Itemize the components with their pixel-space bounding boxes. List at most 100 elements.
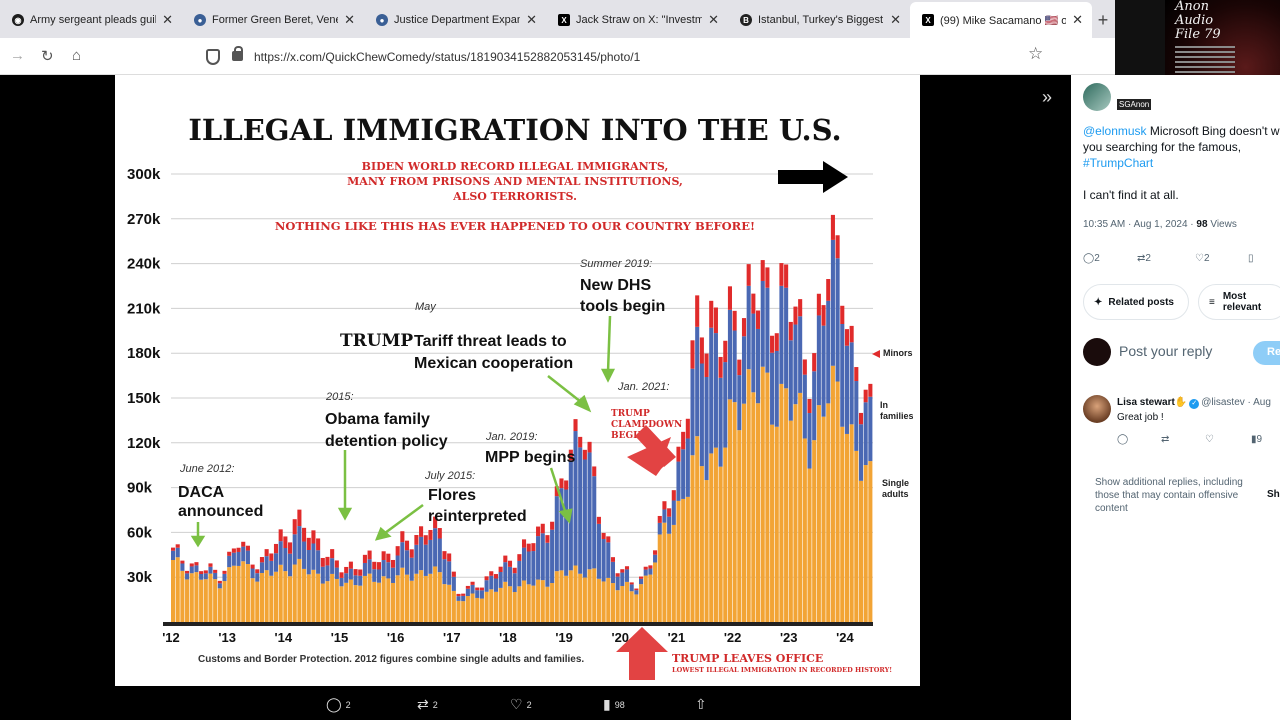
- related-posts-button[interactable]: ✦ Related posts: [1083, 284, 1189, 320]
- bar-segment-in-families: [760, 280, 765, 367]
- bar-segment-in-families: [550, 529, 555, 584]
- bar-segment-minors: [718, 356, 723, 378]
- bookmark-icon[interactable]: ▯: [1248, 253, 1254, 264]
- bar-segment-minors: [657, 515, 662, 523]
- url-text[interactable]: https://x.com/QuickChewComedy/status/181…: [254, 50, 641, 64]
- tab-3[interactable]: X Jack Straw on X: "Investmen ✕: [546, 2, 728, 38]
- photo-action-bar: ◯ 2 ⇄ 2 ♡ 2 ▮ 98 ⇧: [0, 689, 1071, 719]
- home-icon[interactable]: ⌂: [72, 47, 82, 64]
- hashtag-link[interactable]: #TrumpChart: [1083, 156, 1154, 170]
- hand-emoji-icon: ✋: [1174, 397, 1188, 408]
- bar-segment-in-families: [545, 542, 550, 587]
- like-button[interactable]: ♡ 2: [1195, 253, 1210, 264]
- legend-families-2: families: [880, 411, 913, 421]
- reply-input[interactable]: Post your reply: [1119, 343, 1213, 359]
- bar-segment-in-families: [330, 558, 335, 574]
- show-replies-button[interactable]: Sh: [1267, 489, 1280, 500]
- comment-handle[interactable]: @lisastev: [1201, 397, 1245, 408]
- reply-icon[interactable]: ◯: [1117, 434, 1129, 445]
- bar-segment-in-families: [269, 560, 274, 576]
- lock-icon[interactable]: [232, 46, 243, 61]
- bar-segment-in-families: [311, 543, 316, 570]
- bar-segment-single-adults: [278, 564, 283, 622]
- bar-segment-minors: [493, 574, 498, 579]
- bar-segment-in-families: [447, 561, 452, 585]
- close-icon[interactable]: ✕: [526, 12, 537, 27]
- shield-icon[interactable]: [206, 49, 220, 65]
- avatar[interactable]: [1083, 395, 1111, 423]
- bar-segment-minors: [568, 449, 573, 461]
- bar-segment-minors: [199, 571, 204, 575]
- bar-segment-minors: [545, 535, 550, 543]
- share-action[interactable]: ⇧: [695, 696, 711, 713]
- bar-segment-in-families: [657, 522, 662, 535]
- mention-link[interactable]: @elonmusk: [1083, 124, 1147, 138]
- heart-icon[interactable]: ♡: [1205, 434, 1214, 445]
- reply-action[interactable]: ◯ 2: [326, 696, 351, 713]
- bar-segment-minors: [297, 509, 302, 527]
- close-icon[interactable]: ✕: [890, 12, 901, 27]
- bar-segment-minors: [821, 305, 826, 326]
- bar-segment-in-families: [540, 533, 545, 581]
- views-chart-icon[interactable]: ▮ 9: [1251, 434, 1263, 445]
- tab-1[interactable]: ● Former Green Beret, Venezu ✕: [182, 2, 364, 38]
- bar-segment-minors: [578, 436, 583, 448]
- bar-segment-minors: [316, 538, 321, 551]
- reply-button[interactable]: ◯ 2: [1083, 253, 1100, 264]
- bar-segment-single-adults: [353, 585, 358, 622]
- bar-segment-in-families: [386, 562, 391, 579]
- like-action[interactable]: ♡ 2: [510, 696, 532, 713]
- reply-count: 2: [1094, 253, 1100, 264]
- bar-segment-minors: [344, 566, 349, 574]
- bar-segment-in-families: [451, 576, 456, 591]
- x-tick-label: '22: [724, 630, 742, 645]
- sort-relevant-button[interactable]: ≡ Most relevant: [1198, 284, 1280, 320]
- bar-segment-minors: [550, 521, 555, 530]
- x-tick-label: '14: [275, 630, 293, 645]
- back-arrow-icon[interactable]: →: [10, 47, 25, 64]
- repost-icon[interactable]: ⇄: [1161, 434, 1170, 445]
- close-icon[interactable]: ✕: [162, 12, 173, 27]
- like-count: 2: [526, 699, 532, 710]
- annotation-tariff-2: Mexican cooperation: [414, 355, 573, 372]
- bar-segment-in-families: [695, 326, 700, 437]
- sort-label-1: Most: [1222, 291, 1247, 302]
- x-logo-icon: X: [922, 14, 934, 26]
- tab-4[interactable]: B Istanbul, Turkey's Biggest C ✕: [728, 2, 910, 38]
- avatar[interactable]: [1083, 83, 1111, 111]
- close-icon[interactable]: ✕: [708, 12, 719, 27]
- bar-segment-minors: [573, 419, 578, 432]
- comment-author[interactable]: Lisa stewart: [1117, 397, 1175, 408]
- tab-2[interactable]: ● Justice Department Expands ✕: [364, 2, 546, 38]
- reply-submit-button[interactable]: Rep: [1253, 341, 1280, 365]
- bar-segment-in-families: [409, 557, 414, 581]
- bar-segment-minors: [175, 544, 180, 548]
- address-bar[interactable]: https://x.com/QuickChewComedy/status/181…: [198, 44, 1058, 70]
- heart-icon: ♡: [510, 696, 523, 712]
- bar-segment-single-adults: [320, 583, 325, 622]
- timestamp[interactable]: 10:35 AM · Aug 1, 2024 ·: [1083, 219, 1197, 230]
- close-icon[interactable]: ✕: [1072, 12, 1083, 27]
- y-tick-label: 120k: [127, 435, 161, 452]
- bookmark-star-icon[interactable]: ☆: [1028, 44, 1044, 63]
- bar-segment-single-adults: [718, 466, 723, 622]
- bar-segment-minors: [685, 418, 690, 439]
- repost-action[interactable]: ⇄ 2: [417, 696, 438, 713]
- close-icon[interactable]: ✕: [344, 12, 355, 27]
- bar-segment-single-adults: [175, 557, 180, 622]
- repost-button[interactable]: ⇄ 2: [1137, 253, 1151, 264]
- bar-segment-in-families: [816, 315, 821, 406]
- red-up-arrow-icon: [616, 627, 668, 680]
- reload-icon[interactable]: ↻: [41, 48, 54, 65]
- views-action[interactable]: ▮ 98: [603, 696, 625, 713]
- bar-segment-single-adults: [325, 581, 330, 622]
- bar-segment-single-adults: [433, 566, 438, 622]
- tab-5-active[interactable]: X (99) Mike Sacamano 🇺🇸 on X ✕: [910, 2, 1092, 38]
- bar-segment-single-adults: [386, 578, 391, 622]
- new-tab-button[interactable]: +: [1097, 9, 1109, 30]
- bar-segment-in-families: [470, 584, 475, 594]
- expand-panel-icon[interactable]: »: [1042, 87, 1053, 107]
- bar-segment-in-families: [306, 550, 311, 575]
- tab-0[interactable]: ◉ Army sergeant pleads guilty ✕: [0, 2, 182, 38]
- bar-segment-in-families: [741, 336, 747, 404]
